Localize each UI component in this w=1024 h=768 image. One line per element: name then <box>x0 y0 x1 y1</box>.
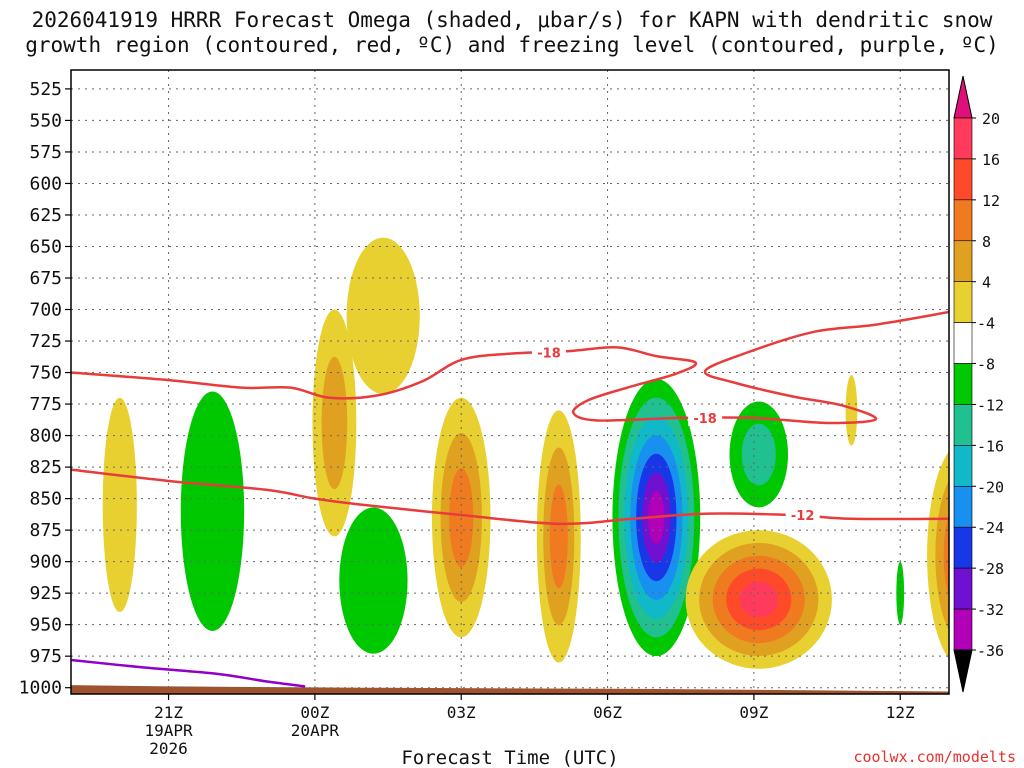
colorbar-box-0 <box>953 117 973 160</box>
colorbar-label-1: 16 <box>982 151 1000 169</box>
y-tick-label-750: 750 <box>29 363 62 384</box>
colorbar-label-3: 8 <box>982 233 991 251</box>
omega-ascent-03z-level-12 <box>449 468 474 567</box>
y-tick-label-525: 525 <box>29 79 62 100</box>
colorbar-box-4 <box>953 281 973 323</box>
colorbar-box-7 <box>953 404 973 446</box>
colorbar-label-13: -36 <box>977 642 1004 660</box>
colorbar-bottom-arrow <box>953 649 973 693</box>
y-tick-label-675: 675 <box>29 268 62 289</box>
chart-title-line-1: 2026041919 HRRR Forecast Omega (shaded, … <box>31 8 993 32</box>
omega-ascent-13z-edge-level-12 <box>943 513 949 598</box>
omega-colorbar: 20 16 12 8 4 -4 -8 -12 -16 -20 -24 -28 -32 -36 <box>953 75 1004 693</box>
colorbar-top-arrow <box>953 75 973 119</box>
x-axis-label: Forecast Time (UTC) <box>401 747 618 768</box>
colorbar-box-2 <box>953 199 973 242</box>
omega-ascent-05z-level-12 <box>549 484 568 589</box>
colorbar-box-1 <box>953 158 973 201</box>
omega-shading <box>102 237 949 669</box>
y-tick-label-650: 650 <box>29 236 62 257</box>
colorbar-label-4: 4 <box>982 274 991 292</box>
terrain-surface <box>71 685 949 694</box>
colorbar-label-11: -28 <box>977 560 1004 578</box>
colorbar-label-5: -4 <box>977 315 995 333</box>
temperature-contours: -12 -18 -18 <box>71 310 949 688</box>
contour-label-dgz-minus-18-1: -18 <box>693 412 717 427</box>
contour-dgz-minus-18 <box>71 310 949 425</box>
x-tick-label-5-0: 00Z <box>300 703 329 722</box>
colorbar-label-8: -16 <box>977 437 1004 455</box>
colorbar-box-9 <box>953 486 973 528</box>
colorbar-box-6 <box>953 363 973 405</box>
omega-descent-12z-level--4 <box>896 561 905 625</box>
omega-ascent-core-09z-level-20 <box>739 581 778 618</box>
colorbar-box-5 <box>953 322 973 364</box>
chart-title-line-2: growth region (contoured, red, ºC) and f… <box>25 33 999 57</box>
terrain-fill <box>71 685 949 694</box>
colorbar-label-10: -24 <box>977 519 1004 537</box>
x-tick-label-2-2: 2026 <box>149 739 188 758</box>
colorbar-box-12 <box>953 608 973 651</box>
colorbar-label-9: -20 <box>977 478 1004 496</box>
pressure-axis: 525 550 575 600 625 650 675 700 725 750 775 800 825 8… <box>19 79 71 699</box>
y-tick-label-1000: 1000 <box>19 678 62 699</box>
y-tick-label-725: 725 <box>29 331 62 352</box>
omega-ascent-plume-lower-level-8 <box>321 356 348 490</box>
colorbar-box-11 <box>953 567 973 610</box>
y-tick-label-825: 825 <box>29 457 62 478</box>
omega-ascent-narrow-21z-level-4 <box>102 397 137 613</box>
y-tick-label-575: 575 <box>29 142 62 163</box>
omega-descent-01z-level--4 <box>339 507 408 654</box>
y-tick-label-850: 850 <box>29 489 62 510</box>
contour-label-bg-dgz-minus-12-0 <box>785 506 820 523</box>
colorbar-label-7: -12 <box>977 396 1004 414</box>
y-tick-label-550: 550 <box>29 110 62 131</box>
y-tick-label-925: 925 <box>29 583 62 604</box>
x-tick-label-2-0: 21Z <box>154 703 183 722</box>
colorbar-box-8 <box>953 445 973 487</box>
x-tick-label-14-0: 09Z <box>739 703 768 722</box>
contour-label-dgz-minus-18-0: -18 <box>537 346 561 361</box>
omega-ascent-11z-level-4 <box>845 375 858 446</box>
y-tick-label-800: 800 <box>29 426 62 447</box>
x-tick-label-8-0: 03Z <box>447 703 476 722</box>
y-tick-label-600: 600 <box>29 173 62 194</box>
x-tick-label-2-1: 19APR <box>144 721 193 740</box>
omega-ascent-plume-upper-level-4 <box>346 237 420 394</box>
omega-descent-09z-upper-level--8 <box>741 423 776 486</box>
contour-label-bg-dgz-minus-18-0 <box>532 344 567 361</box>
grid-lines <box>71 70 949 694</box>
y-tick-label-975: 975 <box>29 646 62 667</box>
contour-label-bg-dgz-minus-18-1 <box>688 409 723 426</box>
plot-frame <box>70 69 950 695</box>
y-tick-label-775: 775 <box>29 394 62 415</box>
contour-freezing-level-0 <box>71 658 306 688</box>
y-tick-label-875: 875 <box>29 520 62 541</box>
y-tick-label-625: 625 <box>29 205 62 226</box>
colorbar-box-3 <box>953 240 973 282</box>
y-tick-label-950: 950 <box>29 615 62 636</box>
y-tick-label-700: 700 <box>29 300 62 321</box>
x-tick-label-11-0: 06Z <box>593 703 622 722</box>
colorbar-label-12: -32 <box>977 601 1004 619</box>
colorbar-label-2: 12 <box>982 192 1000 210</box>
colorbar-label-0: 20 <box>982 110 1000 128</box>
contour-label-dgz-minus-12-0: -12 <box>791 509 815 524</box>
x-tick-label-5-1: 20APR <box>291 721 340 740</box>
site-credit: coolwx.com/modelts <box>853 748 1016 766</box>
y-tick-label-900: 900 <box>29 552 62 573</box>
x-tick-label-17-0: 12Z <box>886 703 915 722</box>
colorbar-label-6: -8 <box>977 356 995 374</box>
colorbar-box-10 <box>953 526 973 569</box>
omega-descent-22z-level--4 <box>180 391 245 631</box>
